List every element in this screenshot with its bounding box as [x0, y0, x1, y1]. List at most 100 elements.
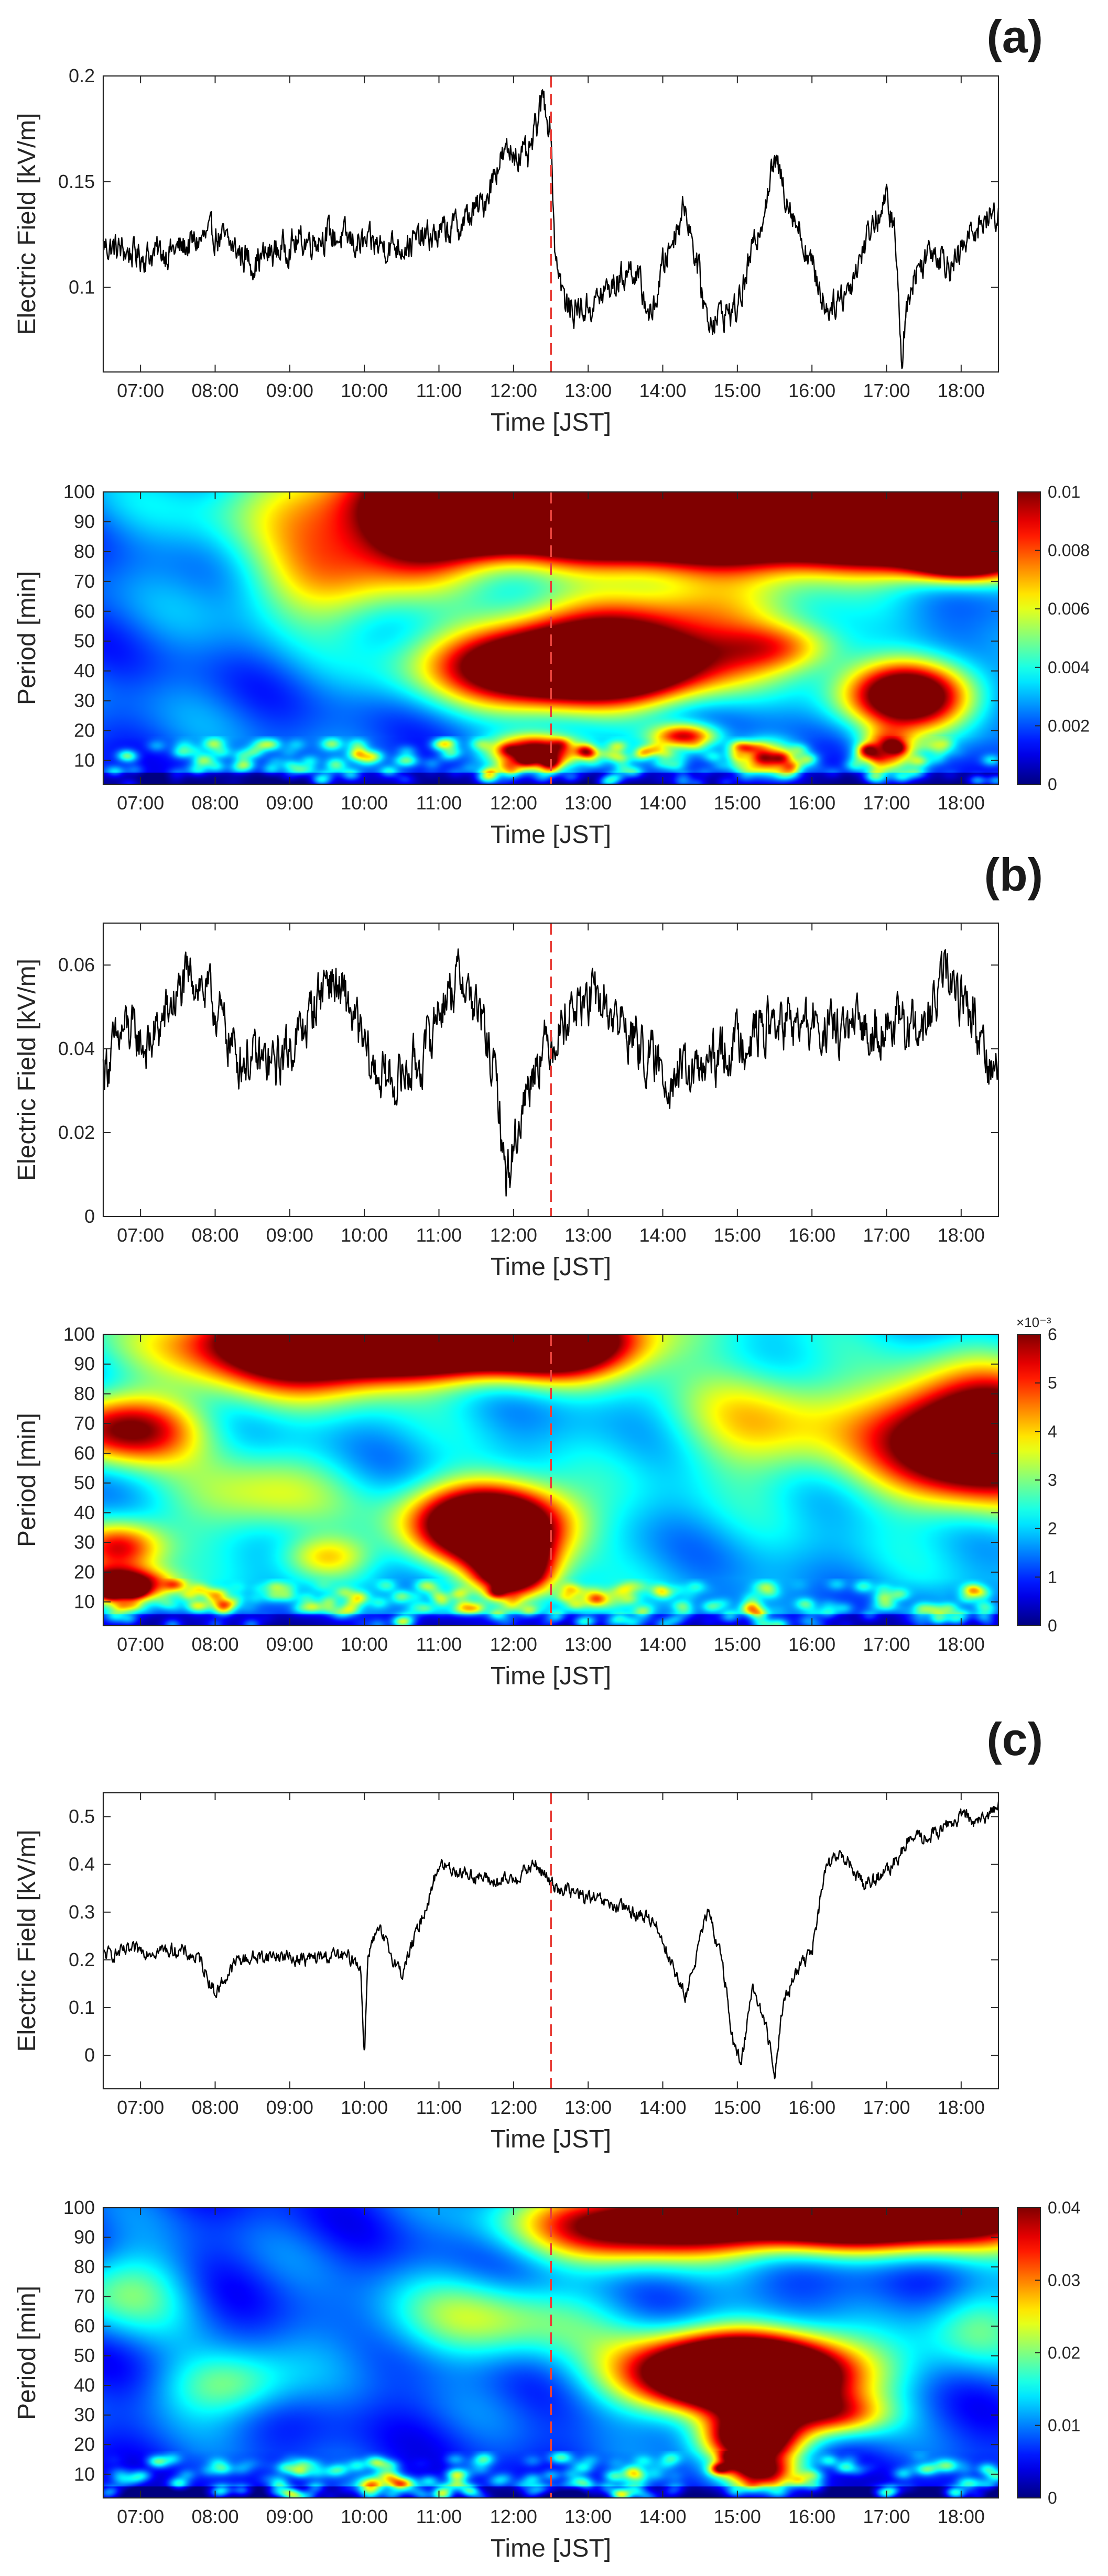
x-tick-label: 13:00 [564, 380, 612, 401]
y-tick-label: 60 [74, 600, 95, 622]
y-tick-label: 100 [63, 481, 95, 502]
plot-frame [102, 75, 1000, 373]
y-tick-label: 0 [84, 1205, 95, 1227]
colorbar-tick-label: 4 [1048, 1422, 1057, 1441]
y-tick-label: 60 [74, 1442, 95, 1464]
y-tick-label: 0.02 [58, 1122, 95, 1143]
y-tick-label: 0.5 [69, 1806, 95, 1827]
x-tick-label: 08:00 [191, 1224, 238, 1246]
colorbar-tick-label: 0.008 [1048, 541, 1090, 560]
x-tick-label: 18:00 [938, 1224, 985, 1246]
x-tick-label: 09:00 [266, 2097, 313, 2118]
y-tick-label: 50 [74, 2345, 95, 2366]
colorbar-tick-label: 0.006 [1048, 599, 1090, 618]
x-tick-label: 14:00 [639, 2506, 686, 2527]
x-tick-label: 13:00 [564, 2506, 612, 2527]
x-tick-label: 12:00 [490, 2097, 537, 2118]
y-tick-label: 50 [74, 630, 95, 652]
y-tick-label: 0.04 [58, 1038, 95, 1059]
x-tick-label: 09:00 [266, 380, 313, 401]
x-tick-label: 14:00 [639, 2097, 686, 2118]
plot-frame [102, 922, 1000, 1218]
x-tick-label: 15:00 [714, 2506, 761, 2527]
y-tick-label: 70 [74, 571, 95, 592]
x-tick-label: 11:00 [416, 1224, 462, 1246]
x-tick-label: 18:00 [938, 1634, 985, 1655]
x-tick-label: 10:00 [341, 2097, 388, 2118]
x-tick-label: 14:00 [639, 1224, 686, 1246]
plot-frame [102, 1333, 1000, 1627]
y-tick-label: 30 [74, 2404, 95, 2426]
x-tick-label: 11:00 [416, 2506, 462, 2527]
x-tick-label: 10:00 [341, 1634, 388, 1655]
x-tick-label: 15:00 [714, 1224, 761, 1246]
x-tick-label: 12:00 [490, 380, 537, 401]
x-tick-label: 10:00 [341, 2506, 388, 2527]
y-axis-title: Period [min] [13, 571, 41, 705]
x-tick-label: 12:00 [490, 792, 537, 814]
colorbar-tick-label: 0 [1048, 2489, 1057, 2507]
x-tick-label: 09:00 [266, 1634, 313, 1655]
y-axis-title: Period [min] [13, 2286, 41, 2420]
colorbar-tick-label: 0.01 [1048, 2416, 1080, 2435]
y-tick-label: 20 [74, 1561, 95, 1583]
colorbar-tick-label: 0.04 [1048, 2198, 1080, 2217]
x-tick-label: 17:00 [863, 1224, 910, 1246]
panel-label: (c) [986, 1713, 1043, 1765]
y-axis-title: Electric Field [kV/m] [13, 113, 41, 335]
x-tick-label: 13:00 [564, 1224, 612, 1246]
x-tick-label: 07:00 [117, 1224, 164, 1246]
x-tick-label: 08:00 [191, 1634, 238, 1655]
x-tick-label: 11:00 [416, 1634, 462, 1655]
x-tick-label: 08:00 [191, 380, 238, 401]
colorbar-exponent: ×10⁻³ [1016, 1314, 1051, 1330]
y-tick-label: 30 [74, 690, 95, 711]
y-tick-label: 10 [74, 2463, 95, 2485]
x-tick-label: 07:00 [117, 2097, 164, 2118]
y-tick-label: 90 [74, 2227, 95, 2248]
y-tick-label: 0.15 [58, 171, 95, 192]
x-tick-label: 12:00 [490, 1634, 537, 1655]
x-tick-label: 12:00 [490, 1224, 537, 1246]
plot-frame [102, 491, 1000, 785]
x-tick-label: 15:00 [714, 2097, 761, 2118]
x-tick-label: 10:00 [341, 792, 388, 814]
x-tick-label: 12:00 [490, 2506, 537, 2527]
x-tick-label: 10:00 [341, 1224, 388, 1246]
x-tick-label: 18:00 [938, 380, 985, 401]
x-tick-label: 16:00 [788, 792, 835, 814]
x-tick-label: 07:00 [117, 1634, 164, 1655]
x-tick-label: 09:00 [266, 792, 313, 814]
x-axis-title: Time [JST] [491, 409, 611, 436]
x-tick-label: 11:00 [416, 380, 462, 401]
x-tick-label: 07:00 [117, 380, 164, 401]
y-tick-label: 80 [74, 1383, 95, 1404]
x-tick-label: 17:00 [863, 380, 910, 401]
x-tick-label: 16:00 [788, 1634, 835, 1655]
colorbar-tick-label: 0.03 [1048, 2271, 1080, 2290]
y-tick-label: 30 [74, 1531, 95, 1553]
x-tick-label: 16:00 [788, 2506, 835, 2527]
x-tick-label: 08:00 [191, 792, 238, 814]
x-tick-label: 17:00 [863, 2506, 910, 2527]
y-axis-title: Period [min] [13, 1413, 41, 1547]
y-axis-title: Electric Field [kV/m] [13, 1829, 41, 2052]
x-tick-label: 08:00 [191, 2097, 238, 2118]
y-axis-title: Electric Field [kV/m] [13, 959, 41, 1181]
y-tick-label: 0.2 [69, 65, 95, 86]
colorbar [1017, 491, 1041, 785]
x-tick-label: 18:00 [938, 2506, 985, 2527]
y-tick-label: 20 [74, 720, 95, 741]
y-tick-label: 100 [63, 2197, 95, 2218]
x-tick-label: 08:00 [191, 2506, 238, 2527]
x-tick-label: 16:00 [788, 2097, 835, 2118]
colorbar-tick-label: 5 [1048, 1374, 1057, 1393]
x-tick-label: 13:00 [564, 792, 612, 814]
y-tick-label: 20 [74, 2434, 95, 2455]
x-tick-label: 15:00 [714, 792, 761, 814]
y-tick-label: 40 [74, 1501, 95, 1523]
y-tick-label: 90 [74, 511, 95, 532]
colorbar-tick-label: 3 [1048, 1471, 1057, 1489]
colorbar-tick-label: 0 [1048, 1616, 1057, 1635]
colorbar-tick-label: 0.01 [1048, 483, 1080, 501]
